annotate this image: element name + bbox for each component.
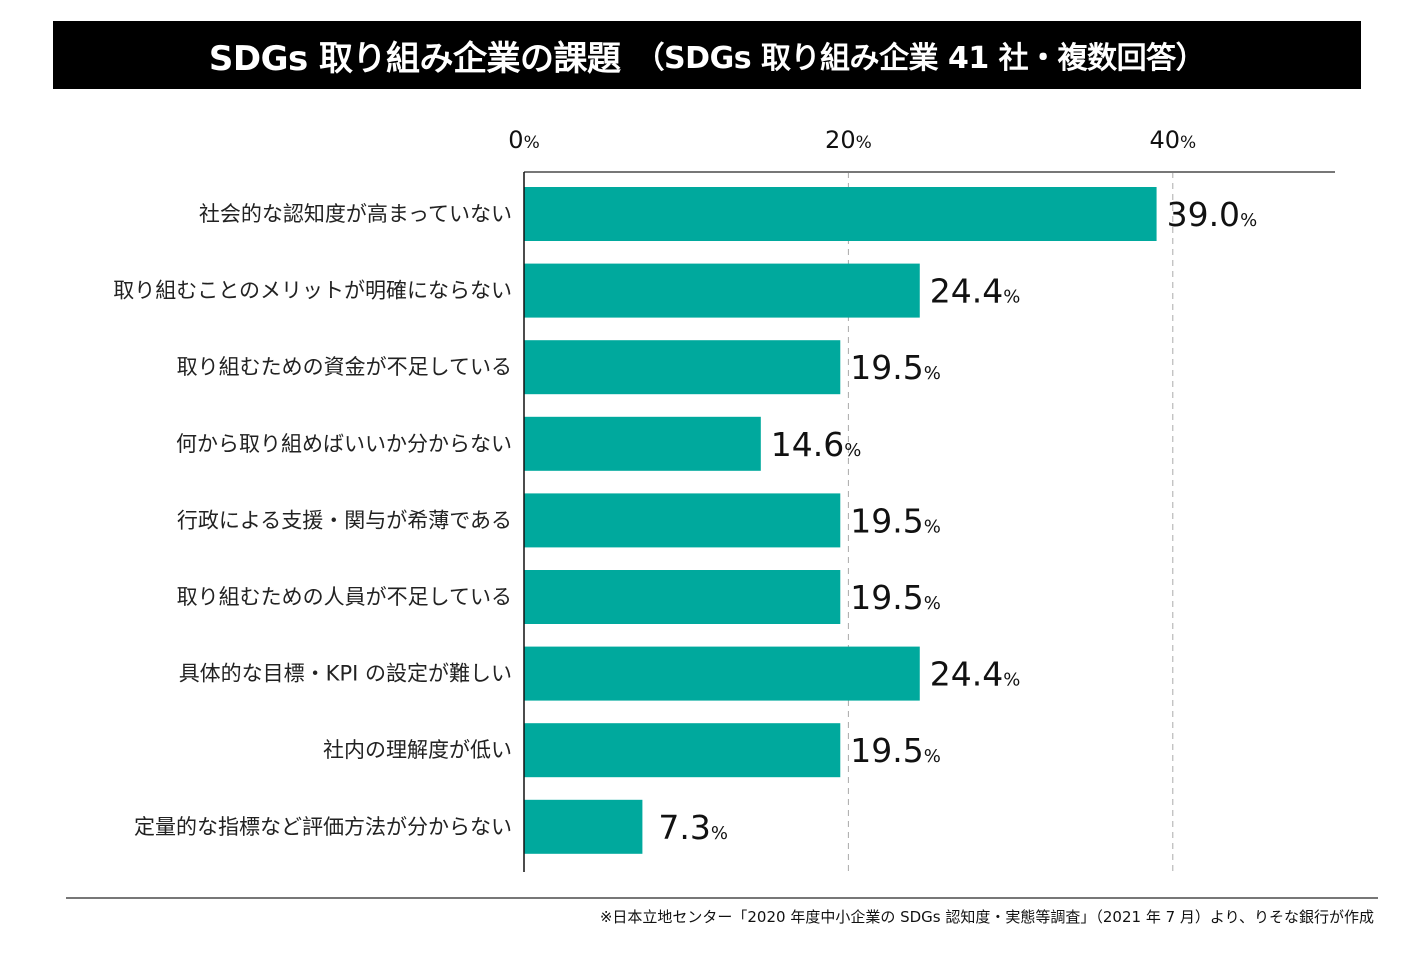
value-number: 19.5	[850, 578, 923, 617]
value-unit: %	[711, 823, 728, 844]
axes	[523, 171, 1335, 872]
value-label: 19.5%	[850, 348, 941, 387]
bar	[524, 799, 643, 854]
value-label: 14.6%	[771, 425, 862, 464]
value-number: 24.4	[930, 272, 1003, 311]
category-label: 社会的な認知度が高まっていない	[199, 202, 512, 226]
gridlines	[847, 172, 1174, 872]
category-label: 社内の理解度が低い	[323, 738, 512, 762]
value-label: 24.4%	[930, 655, 1021, 694]
value-unit: %	[1003, 287, 1020, 308]
value-number: 19.5	[850, 731, 923, 770]
bar	[524, 187, 1157, 241]
bar	[524, 723, 841, 778]
chart-title: SDGs 取り組み企業の課題	[208, 38, 621, 79]
category-label: 取り組むことのメリットが明確にならない	[113, 279, 512, 303]
value-number: 19.5	[850, 501, 923, 540]
value-number: 19.5	[850, 348, 923, 387]
value-label: 19.5%	[850, 501, 941, 540]
category-label: 定量的な指標など評価方法が分からない	[134, 815, 512, 839]
x-tick-value: 20	[825, 126, 856, 154]
value-label: 19.5%	[850, 578, 941, 617]
x-tick-unit: %	[1180, 133, 1196, 153]
x-tick-unit: %	[524, 133, 540, 153]
x-tick-value: 0	[508, 126, 523, 154]
bar	[524, 570, 841, 624]
x-tick-label: 0%	[508, 126, 539, 154]
bar	[524, 340, 841, 395]
labels: 0% 20% 40%社会的な認知度が高まっていない 39.0%取り組むことのメリットが…	[113, 126, 1257, 847]
value-unit: %	[844, 440, 861, 461]
value-number: 7.3	[658, 808, 710, 847]
value-unit: %	[924, 516, 941, 537]
bar	[524, 416, 761, 471]
value-unit: %	[924, 593, 941, 614]
x-tick-value: 40	[1149, 126, 1180, 154]
value-label: 19.5%	[850, 731, 941, 770]
bar	[524, 493, 841, 548]
value-unit: %	[924, 746, 941, 767]
category-label: 具体的な目標・KPI の設定が難しい	[179, 662, 512, 686]
x-tick-label: 40%	[1149, 126, 1196, 154]
bar	[524, 263, 920, 318]
value-number: 39.0	[1167, 195, 1240, 234]
category-label: 取り組むための資金が不足している	[177, 355, 512, 379]
bar	[524, 646, 920, 701]
footer-divider	[66, 897, 1378, 899]
value-label: 24.4%	[930, 272, 1021, 311]
x-tick-label: 20%	[825, 126, 872, 154]
value-number: 24.4	[930, 655, 1003, 694]
value-number: 14.6	[771, 425, 844, 464]
bars	[524, 187, 1157, 854]
category-label: 何から取り組めばいいか分からない	[176, 432, 512, 456]
value-label: 7.3%	[658, 808, 728, 847]
value-unit: %	[924, 363, 941, 384]
x-tick-unit: %	[856, 133, 872, 153]
category-label: 取り組むための人員が不足している	[177, 585, 512, 609]
category-label: 行政による支援・関与が希薄である	[177, 508, 512, 532]
source-footnote: ※日本立地センター「2020 年度中小企業の SDGs 認知度・実態等調査」（2…	[599, 908, 1374, 926]
value-unit: %	[1240, 210, 1257, 231]
chart-title-bar: SDGs 取り組み企業の課題 （SDGs 取り組み企業 41 社・複数回答）	[53, 21, 1361, 89]
value-label: 39.0%	[1167, 195, 1258, 234]
value-unit: %	[1003, 670, 1020, 691]
chart-subtitle: （SDGs 取り組み企業 41 社・複数回答）	[634, 41, 1206, 76]
